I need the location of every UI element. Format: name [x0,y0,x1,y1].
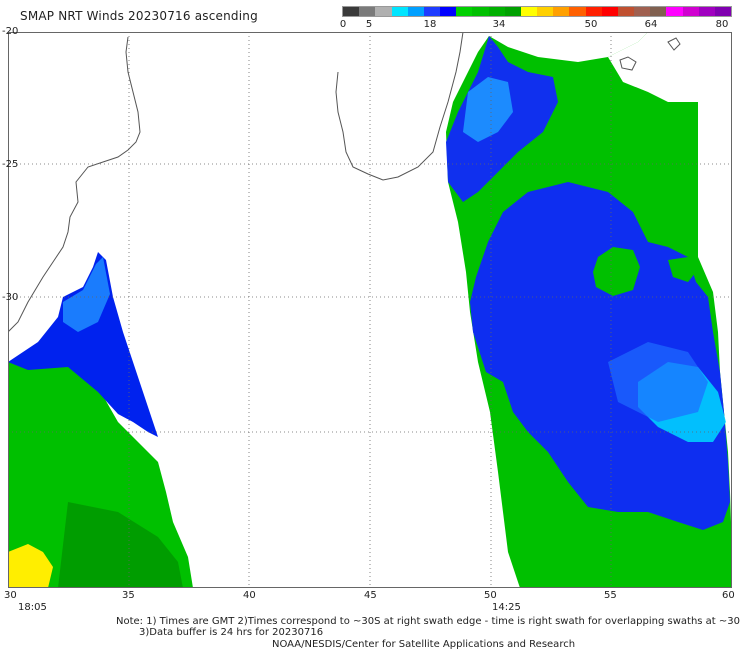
lon-label-55: 55 [604,590,617,601]
colorbar-segment [359,7,376,16]
colorbar-segment [666,7,683,16]
colorbar-segment [423,7,441,16]
map-title: SMAP NRT Winds 20230716 ascending [20,9,258,23]
lon-label-60: 60 [722,590,735,601]
right-swath-cyan-top [463,77,513,142]
note-line-2: 3)Data buffer is 24 hrs for 20230716 [139,627,324,638]
colorbar-label: 18 [423,19,437,30]
colorbar-segment [391,7,408,16]
colorbar-segment [456,7,473,16]
left-swath-yellow [8,544,53,588]
colorbar-segment [634,7,651,16]
left-swath-blue [8,252,158,437]
left-swath-cyan [63,257,110,332]
colorbar-segment [343,7,360,16]
colorbar-label: 0 [339,19,347,30]
swath-time-left: 18:05 [18,602,47,613]
lon-label-45: 45 [364,590,377,601]
colorbar-segment [407,7,424,16]
madagascar-coastline [335,32,464,181]
colorbar-segment [569,7,586,16]
colorbar-label: 64 [644,19,658,30]
grid [8,32,732,588]
mauritius-outline [667,37,681,51]
colorbar-label: 80 [715,19,729,30]
colorbar-label: 34 [492,19,506,30]
colorbar-label: 50 [584,19,598,30]
lon-label-35: 35 [122,590,135,601]
colorbar-segment [650,7,667,16]
right-swath-green-island2 [668,257,696,282]
lon-label-30: 30 [4,590,17,601]
right-swath-lightblue [608,342,708,422]
colorbar-segment [537,7,554,16]
right-swath-blue-main [470,182,730,530]
right-swath [446,32,732,588]
wind-map [8,32,732,588]
colorbar-segment [585,7,602,16]
africa-coastline [8,36,141,333]
colorbar-segment [553,7,570,16]
right-swath-white-gap [608,32,698,102]
colorbar-segment [520,7,538,16]
lat-label-20: -20 [2,26,19,37]
lon-label-50: 50 [484,590,497,601]
colorbar-segment [617,7,635,16]
colorbar-segment [601,7,618,16]
map-frame [8,32,732,588]
colorbar-segment [698,7,715,16]
wind-speed-colorbar [342,6,732,17]
lon-label-40: 40 [243,590,256,601]
colorbar-segment [375,7,392,16]
reunion-outline [619,56,637,71]
lat-label-25: -25 [2,159,19,170]
colorbar-segment [714,7,732,16]
coastlines [8,32,681,333]
note-line-1: Note: 1) Times are GMT 2)Times correspon… [116,616,740,627]
colorbar-label: 5 [365,19,373,30]
colorbar-segment [682,7,699,16]
lat-label-30: -30 [2,292,19,303]
right-swath-green-island [593,247,640,296]
left-swath-darkgreen [58,502,183,588]
left-swath [8,252,193,588]
swath-time-right: 14:25 [492,602,521,613]
colorbar-segment [488,7,505,16]
colorbar-segment [440,7,457,16]
colorbar-segment [504,7,521,16]
colorbar-segment [472,7,489,16]
note-line-3: NOAA/NESDIS/Center for Satellite Applica… [272,639,576,650]
